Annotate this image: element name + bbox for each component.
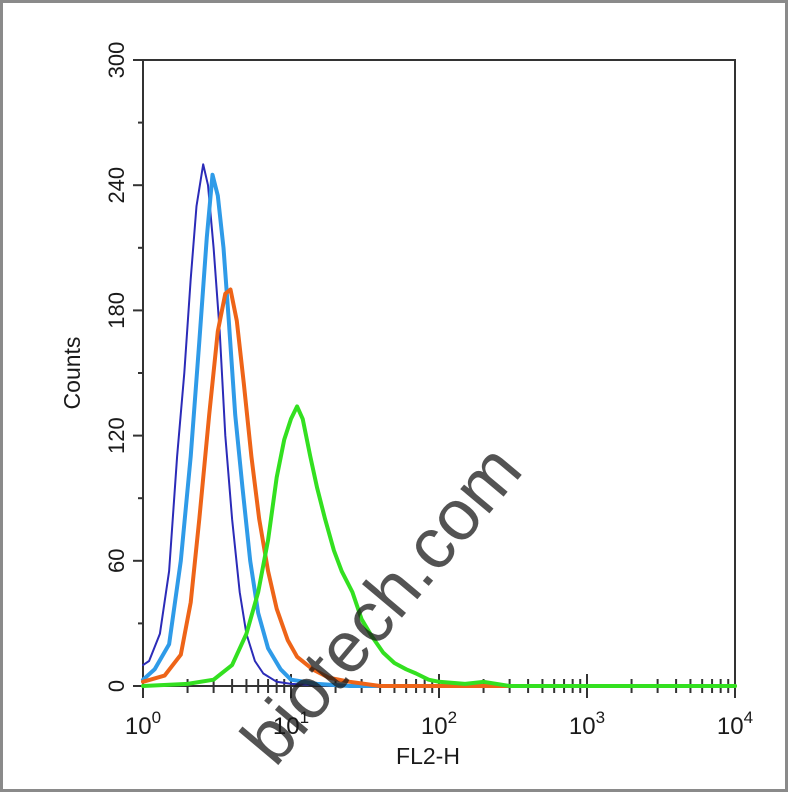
series-line-4 [141,404,737,688]
series-line-3 [141,287,737,688]
x-tick-label: 100 [125,708,161,740]
x-tick-labels: 100 101 102 103 104 [125,708,753,740]
x-axis-label: FL2-H [396,743,460,769]
x-tick-label: 102 [421,708,457,740]
y-tick-label: 120 [104,417,129,454]
y-tick-label: 300 [104,42,129,79]
series-group [141,163,737,688]
y-tick-label: 60 [104,549,129,573]
y-tick-label: 0 [104,680,129,692]
series-line-1 [142,163,736,687]
y-tick-labels: 0 60 120 180 240 300 [104,42,129,692]
y-axis-label: Counts [59,337,85,410]
x-tick-label: 101 [273,708,309,740]
y-tick-label: 240 [104,167,129,204]
series-line-2 [141,172,737,688]
x-tick-label: 103 [569,708,605,740]
y-tick-label: 180 [104,292,129,329]
x-tick-label: 104 [717,708,753,740]
